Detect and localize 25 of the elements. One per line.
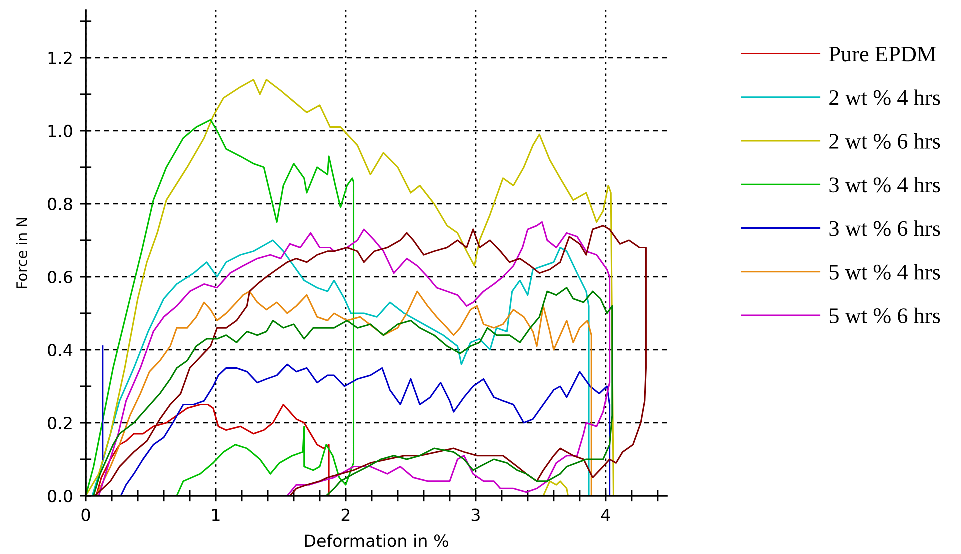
legend-label: 5 wt % 4 hrs [830,264,940,280]
y-tick-label: 0.0 [48,490,72,503]
line-series [96,404,330,496]
legend-label: 3 wt % 4 hrs [830,177,940,193]
y-tick-label: 0.4 [48,344,73,357]
legend-label: Pure EPDM [829,47,936,62]
line-series [86,79,614,496]
y-tick-label: 0.8 [48,198,72,211]
x-tick-label: 4 [601,509,610,522]
x-tick-label: 2 [342,508,350,522]
x-axis-title: Deformation in % [305,534,448,548]
y-tick-label: 0.2 [48,416,72,430]
legend-label: 5 wt % 6 hrs [830,308,940,324]
legend-label: 2 wt % 4 hrs [830,90,940,106]
legend-label: 2 wt % 6 hrs [830,133,940,150]
y-axis-title: Force in N [16,218,28,288]
y-tick-label: 1.0 [48,124,72,138]
x-tick-label: 1 [212,509,220,522]
x-tick-label: 3 [472,508,480,522]
y-tick-label: 0.6 [48,270,72,284]
legend-label: 3 wt % 6 hrs [830,220,940,236]
line-series [120,364,611,496]
line-series [86,119,355,496]
x-tick-label: 0 [82,508,90,522]
y-tick-label: 1.2 [48,52,72,64]
